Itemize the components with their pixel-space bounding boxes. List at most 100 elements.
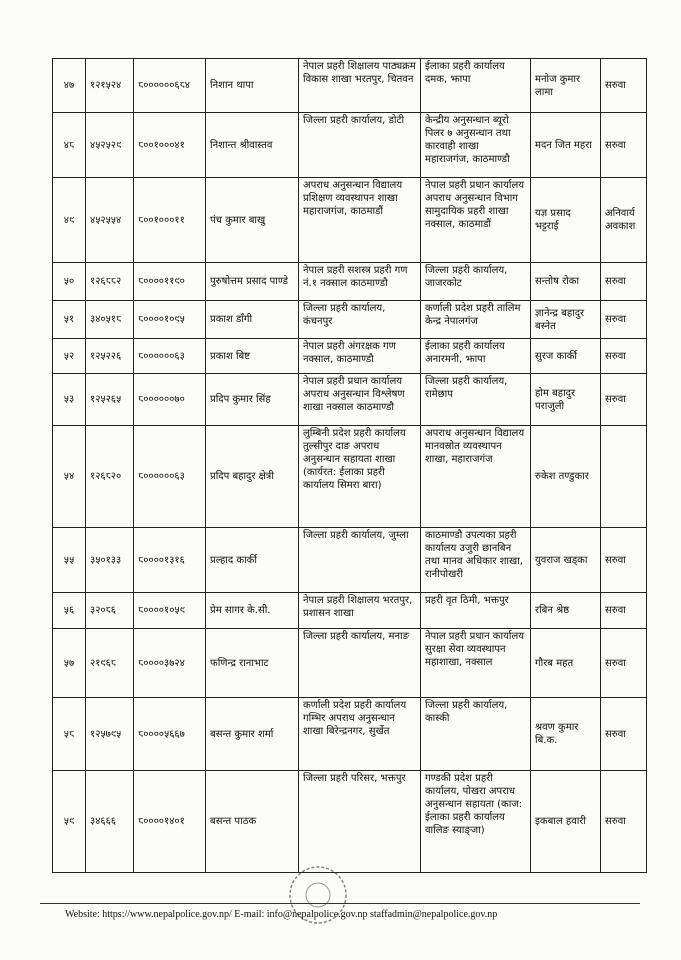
employee-code: ८००००१३१६ bbox=[133, 527, 206, 593]
employee-id: ३२०८६ bbox=[85, 592, 134, 629]
new-office: केन्द्रीय अनुसन्धान ब्यूरो पिलर ७ अनुसन्… bbox=[420, 112, 531, 178]
employee-name: प्रदिप कुमार सिंह bbox=[205, 373, 299, 426]
table-row: ५७ २१९६८ ८००००३७२४ फणिन्द्र रानाभाट जिल्ला प… bbox=[52, 628, 647, 698]
new-office: प्रहरी वृत ठिमी, भक्तपुर bbox=[420, 592, 531, 629]
new-office: गण्डकी प्रदेश प्रहरी कार्यालय, पोखरा अपर… bbox=[420, 770, 531, 873]
employee-name: प्रकाश डाँगी bbox=[205, 300, 299, 339]
employee-code: ८००००११९० bbox=[133, 262, 206, 301]
new-office: कर्णाली प्रदेश प्रहरी तालिम केन्द्र नेपा… bbox=[420, 300, 531, 339]
serial-number: ४९ bbox=[52, 177, 86, 263]
employee-id: ३४६६६ bbox=[85, 770, 134, 873]
current-office: नेपाल प्रहरी प्रधान कार्यालय अपराध अनुसन… bbox=[298, 373, 421, 426]
employee-name: पंच कुमार बाखु bbox=[205, 177, 299, 263]
table-row: ५५ ३५०१३३ ८००००१३१६ प्रल्हाद कार्की जिल्ला प… bbox=[52, 527, 647, 593]
serial-number: ५८ bbox=[52, 697, 86, 771]
replacement-name: मनोज कुमार लामा bbox=[530, 58, 601, 113]
employee-code: ८००००१०९५ bbox=[133, 300, 206, 339]
serial-number: ४७ bbox=[52, 58, 86, 113]
new-office: नेपाल प्रहरी प्रधान कार्यालय सुरक्षा सेव… bbox=[420, 628, 531, 698]
employee-id: ३५०१३३ bbox=[85, 527, 134, 593]
employee-id: ३४०५१८ bbox=[85, 300, 134, 339]
remark: सरुवा bbox=[600, 592, 647, 629]
remark: सरुवा bbox=[600, 770, 647, 873]
employee-name: निशान्त श्रीवास्तव bbox=[205, 112, 299, 178]
serial-number: ४८ bbox=[52, 112, 86, 178]
employee-id: १२५२२६ bbox=[85, 338, 134, 374]
employee-id: २१९६८ bbox=[85, 628, 134, 698]
current-office: नेपाल प्रहरी अंगरक्षक गण नक्साल, काठमाण्… bbox=[298, 338, 421, 374]
current-office: कर्णाली प्रदेश प्रहरी कार्यालय गम्भिर अप… bbox=[298, 697, 421, 771]
employee-code: ८००००१४०१ bbox=[133, 770, 206, 873]
employee-code: ८००१०००४१ bbox=[133, 112, 206, 178]
current-office: जिल्ला प्रहरी कार्यालय, कंचनपुर bbox=[298, 300, 421, 339]
new-office: अपराध अनुसन्धान विद्यालय मानवस्रोत व्यवस… bbox=[420, 425, 531, 528]
footer-rule bbox=[40, 903, 640, 904]
footer-text: Website: https://www.nepalpolice.gov.np/… bbox=[65, 909, 498, 920]
stamp-center bbox=[305, 882, 331, 908]
table-body: ४७ १२१५२४ ८००००००६८४ निशान थापा नेपाल प्रहरी… bbox=[52, 58, 647, 873]
new-office: जिल्ला प्रहरी कार्यालय, रामेछाप bbox=[420, 373, 531, 426]
current-office: जिल्ला प्रहरी कार्यालय, डोटी bbox=[298, 112, 421, 178]
replacement-name: सुरज कार्की bbox=[530, 338, 601, 374]
employee-code: ८००००३७२४ bbox=[133, 628, 206, 698]
serial-number: ५२ bbox=[52, 338, 86, 374]
serial-number: ५१ bbox=[52, 300, 86, 339]
table-row: ४७ १२१५२४ ८००००००६८४ निशान थापा नेपाल प्रहरी… bbox=[52, 58, 647, 113]
replacement-name: ज्ञानेन्द्र बहादुर बस्नेत bbox=[530, 300, 601, 339]
transfer-table: ४७ १२१५२४ ८००००००६८४ निशान थापा नेपाल प्रहरी… bbox=[52, 58, 647, 873]
remark bbox=[600, 425, 647, 528]
employee-name: प्रल्हाद कार्की bbox=[205, 527, 299, 593]
employee-id: १२५७९५ bbox=[85, 697, 134, 771]
remark: सरुवा bbox=[600, 697, 647, 771]
serial-number: ५३ bbox=[52, 373, 86, 426]
replacement-name: होम बहादुर पराजुली bbox=[530, 373, 601, 426]
replacement-name: श्रवण कुमार बि.क. bbox=[530, 697, 601, 771]
remark: सरुवा bbox=[600, 300, 647, 339]
employee-code: ८००००००६८४ bbox=[133, 58, 206, 113]
replacement-name: गौरब महत bbox=[530, 628, 601, 698]
table-row: ५० १२६८८२ ८००००११९० पुरुषोत्तम प्रसाद पाण्ड… bbox=[52, 262, 647, 301]
employee-id: ४५२५५४ bbox=[85, 177, 134, 263]
employee-name: बसन्त कुमार शर्मा bbox=[205, 697, 299, 771]
employee-code: ८००१०००११ bbox=[133, 177, 206, 263]
remark: सरुवा bbox=[600, 338, 647, 374]
replacement-name: युवराज खड्का bbox=[530, 527, 601, 593]
current-office: नेपाल प्रहरी शिक्षालय भरतपुर, प्रशासन शा… bbox=[298, 592, 421, 629]
table-row: ५९ ३४६६६ ८००००१४०१ बसन्त पाठक जिल्ला प्रहरी … bbox=[52, 770, 647, 873]
new-office: ईलाका प्रहरी कार्यालय अनारमनी, झापा bbox=[420, 338, 531, 374]
table-row: ५१ ३४०५१८ ८००००१०९५ प्रकाश डाँगी जिल्ला प्रह… bbox=[52, 300, 647, 339]
employee-name: प्रेम सागर के.सी. bbox=[205, 592, 299, 629]
employee-code: ८००००००६३ bbox=[133, 425, 206, 528]
replacement-name: रुकेश तण्डुकार bbox=[530, 425, 601, 528]
table-row: ५३ १२५२६५ ८००००००७० प्रदिप कुमार सिंह नेपाल … bbox=[52, 373, 647, 426]
remark: सरुवा bbox=[600, 628, 647, 698]
employee-code: ८००००००६३ bbox=[133, 338, 206, 374]
employee-id: १२६८८२ bbox=[85, 262, 134, 301]
employee-code: ८००००१०५९ bbox=[133, 592, 206, 629]
employee-id: १२६८२० bbox=[85, 425, 134, 528]
current-office: जिल्ला प्रहरी कार्यालय, जुम्ला bbox=[298, 527, 421, 593]
stamp-ring bbox=[289, 866, 347, 924]
current-office: जिल्ला प्रहरी परिसर, भक्तपुर bbox=[298, 770, 421, 873]
remark: सरुवा bbox=[600, 373, 647, 426]
employee-name: निशान थापा bbox=[205, 58, 299, 113]
table-row: ४९ ४५२५५४ ८००१०००११ पंच कुमार बाखु अपराध अनु… bbox=[52, 177, 647, 263]
table-row: ५८ १२५७९५ ८००००५६६७ बसन्त कुमार शर्मा कर्णाल… bbox=[52, 697, 647, 771]
new-office: काठमाण्डौ उपत्यका प्रहरी कार्यालय उजुरी … bbox=[420, 527, 531, 593]
employee-id: ४५२५२९ bbox=[85, 112, 134, 178]
new-office: ईलाका प्रहरी कार्यालय दमक, झापा bbox=[420, 58, 531, 113]
replacement-name: मदन जित महरा bbox=[530, 112, 601, 178]
replacement-name: इकबाल हवारी bbox=[530, 770, 601, 873]
new-office: जिल्ला प्रहरी कार्यालय, कास्की bbox=[420, 697, 531, 771]
remark: सरुवा bbox=[600, 527, 647, 593]
employee-code: ८००००००७० bbox=[133, 373, 206, 426]
remark: सरुवा bbox=[600, 262, 647, 301]
remark: अनिवार्य अवकाश bbox=[600, 177, 647, 263]
remark: सरुवा bbox=[600, 58, 647, 113]
serial-number: ५४ bbox=[52, 425, 86, 528]
employee-code: ८००००५६६७ bbox=[133, 697, 206, 771]
replacement-name: सन्तोष रोका bbox=[530, 262, 601, 301]
employee-name: प्रकाश बिष्ट bbox=[205, 338, 299, 374]
